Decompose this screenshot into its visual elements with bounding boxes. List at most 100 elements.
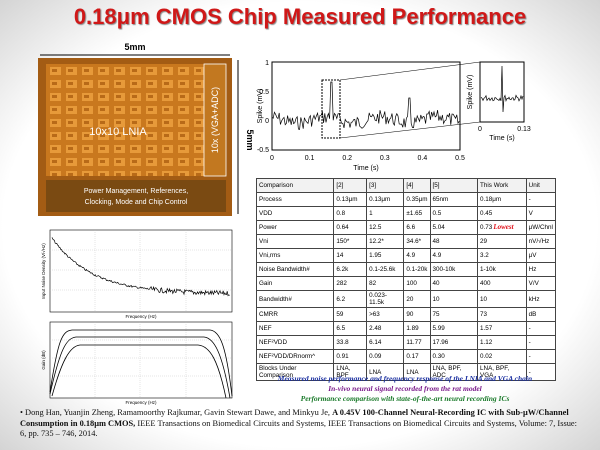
cell-text: 282 [336, 280, 347, 287]
table-cell: 48 [429, 234, 479, 249]
slide-title: 0.18μm CMOS Chip Measured Performance [73, 4, 527, 29]
cell-text: - [528, 325, 531, 332]
cell-text: 10 [432, 295, 440, 303]
table-cell: 300-10k [429, 262, 479, 277]
table-cell: Blocks Under Comparison [255, 363, 335, 381]
cell-text: 0.73 [480, 224, 493, 231]
header-cell: [2] [333, 178, 368, 193]
lnia-array [46, 64, 206, 176]
cell-text: 12.5 [369, 224, 382, 231]
cell-text: LNA [406, 368, 419, 376]
table-row: CMRR 59 >63 90 75 73 dB [255, 307, 557, 322]
cell-text: Gain [259, 280, 273, 287]
cell-text: - [528, 339, 531, 346]
table-cell: 20 [403, 290, 431, 308]
cell-text: >63 [369, 311, 380, 318]
cell-text: NEF²VDD/DRnorm^ [259, 353, 316, 360]
table-cell: - [525, 349, 557, 364]
cell-text: Vni,rms [259, 252, 281, 259]
table-cell: 3.2 [477, 248, 527, 263]
cell-text: ±1.65 [406, 210, 423, 217]
cell-text: 0.1-20k [406, 266, 428, 273]
table-cell: CMRR [255, 307, 335, 322]
table-cell: - [525, 192, 557, 207]
table-cell: Power [255, 220, 335, 235]
table-cell: LNA, BPF, VGA [477, 363, 527, 381]
control-label: Power Management, References, [84, 188, 188, 195]
table-cell: 65nm [429, 192, 479, 207]
spike-plot: Spike (mV) Time (s) 1 0.5 0 -0.5 0 0.1 0… [257, 60, 531, 172]
table-cell: 0.13μm [333, 192, 368, 207]
cell-text: dB [528, 311, 537, 318]
table-cell: 73 [477, 307, 527, 322]
table-cell: 11.77 [403, 335, 431, 350]
header-cell: Unit [525, 178, 557, 193]
y-axis-label: Input Noise Density (V/√Hz) [41, 243, 46, 299]
header-cell: [4] [403, 178, 431, 193]
gain-trace [49, 336, 231, 399]
table-cell: - [525, 335, 557, 350]
table-cell: 1.57 [477, 321, 527, 336]
ref-authors: Dong Han, Yuanjin Zheng, Ramamoorthy Raj… [25, 408, 331, 417]
table-cell: 29 [477, 234, 527, 249]
table-cell: - [525, 321, 557, 336]
x-axis-label: Frequency (Hz) [125, 314, 157, 319]
table-cell: 90 [403, 307, 431, 322]
cell-text: 1.95 [369, 252, 382, 259]
table-cell: dB [525, 307, 557, 322]
vga-label: 10x (VGA+ADC) [210, 87, 220, 153]
cell-text: 73 [480, 311, 488, 318]
table-cell: Vni [255, 234, 335, 249]
x-tick-label: 0.2 [342, 155, 352, 162]
cell-text: 1 [369, 210, 373, 217]
table-cell: NEF [255, 321, 335, 336]
table-cell: 34.6* [403, 234, 431, 249]
table-cell: 33.8 [333, 335, 368, 350]
gain-plot: Gain (dB) Frequency (Hz) [41, 321, 233, 405]
table-cell: 0.91 [333, 349, 368, 364]
cell-text: Noise Bandwidth# [259, 266, 310, 273]
cell-text: V [528, 210, 533, 217]
table-row: Gain 282 82 100 40 400 V/V [255, 276, 557, 291]
table-cell: 4.9 [429, 248, 479, 263]
table-row: NEF²VDD 33.8 6.14 11.77 17.96 1.12 - [255, 335, 557, 350]
table-cell: 0.45 [477, 206, 527, 221]
chip-width: 5mm [124, 42, 145, 52]
table-cell: 0.02 [477, 349, 527, 364]
cell-text: 10 [480, 295, 488, 303]
gain-trace [51, 344, 227, 399]
table-cell: 14 [333, 248, 368, 263]
table-cell: 100 [403, 276, 431, 291]
cell-text: 6.5 [336, 325, 346, 332]
plot-frame [271, 61, 461, 151]
chip-height: 5mm [245, 129, 255, 150]
cell-text: 0.1-25.6k [369, 266, 396, 273]
table-cell: VDD [255, 206, 335, 221]
table-cell: 2.48 [366, 321, 405, 336]
cell-text: 6.14 [369, 339, 382, 346]
cell-text: 1.89 [406, 325, 419, 332]
grid [50, 322, 232, 398]
table-cell: 5.99 [429, 321, 479, 336]
table-cell: 0.30 [429, 349, 479, 364]
cell-text: 1.12 [480, 339, 493, 346]
table-cell: 6.2 [333, 290, 368, 308]
table-cell: 1 [366, 206, 405, 221]
y-tick-label: -0.5 [257, 147, 269, 154]
cell-text: 0.13μm [369, 196, 391, 203]
cell-text: 3.2 [480, 252, 489, 259]
table-row: Noise Bandwidth# 6.2k 0.1-25.6k 0.1-20k 300-… [255, 262, 557, 277]
caption: In-vivo neural signal recorded from the … [328, 384, 482, 393]
table-cell: Noise Bandwidth# [255, 262, 335, 277]
table-cell: 0.09 [366, 349, 405, 364]
zoom-line [339, 61, 481, 81]
header-text: [2] [336, 182, 344, 189]
cell-text: 59 [336, 311, 344, 318]
cell-text: Bandwidth# [259, 295, 292, 303]
cell-text: Process [259, 196, 282, 203]
table-row: Blocks Under Comparison LNA, BPF LNA LNA LNA… [255, 363, 557, 381]
x-tick-label: 0.4 [418, 155, 428, 162]
cell-text: 6.2k [336, 266, 349, 273]
cell-text: 6.6 [406, 224, 416, 231]
